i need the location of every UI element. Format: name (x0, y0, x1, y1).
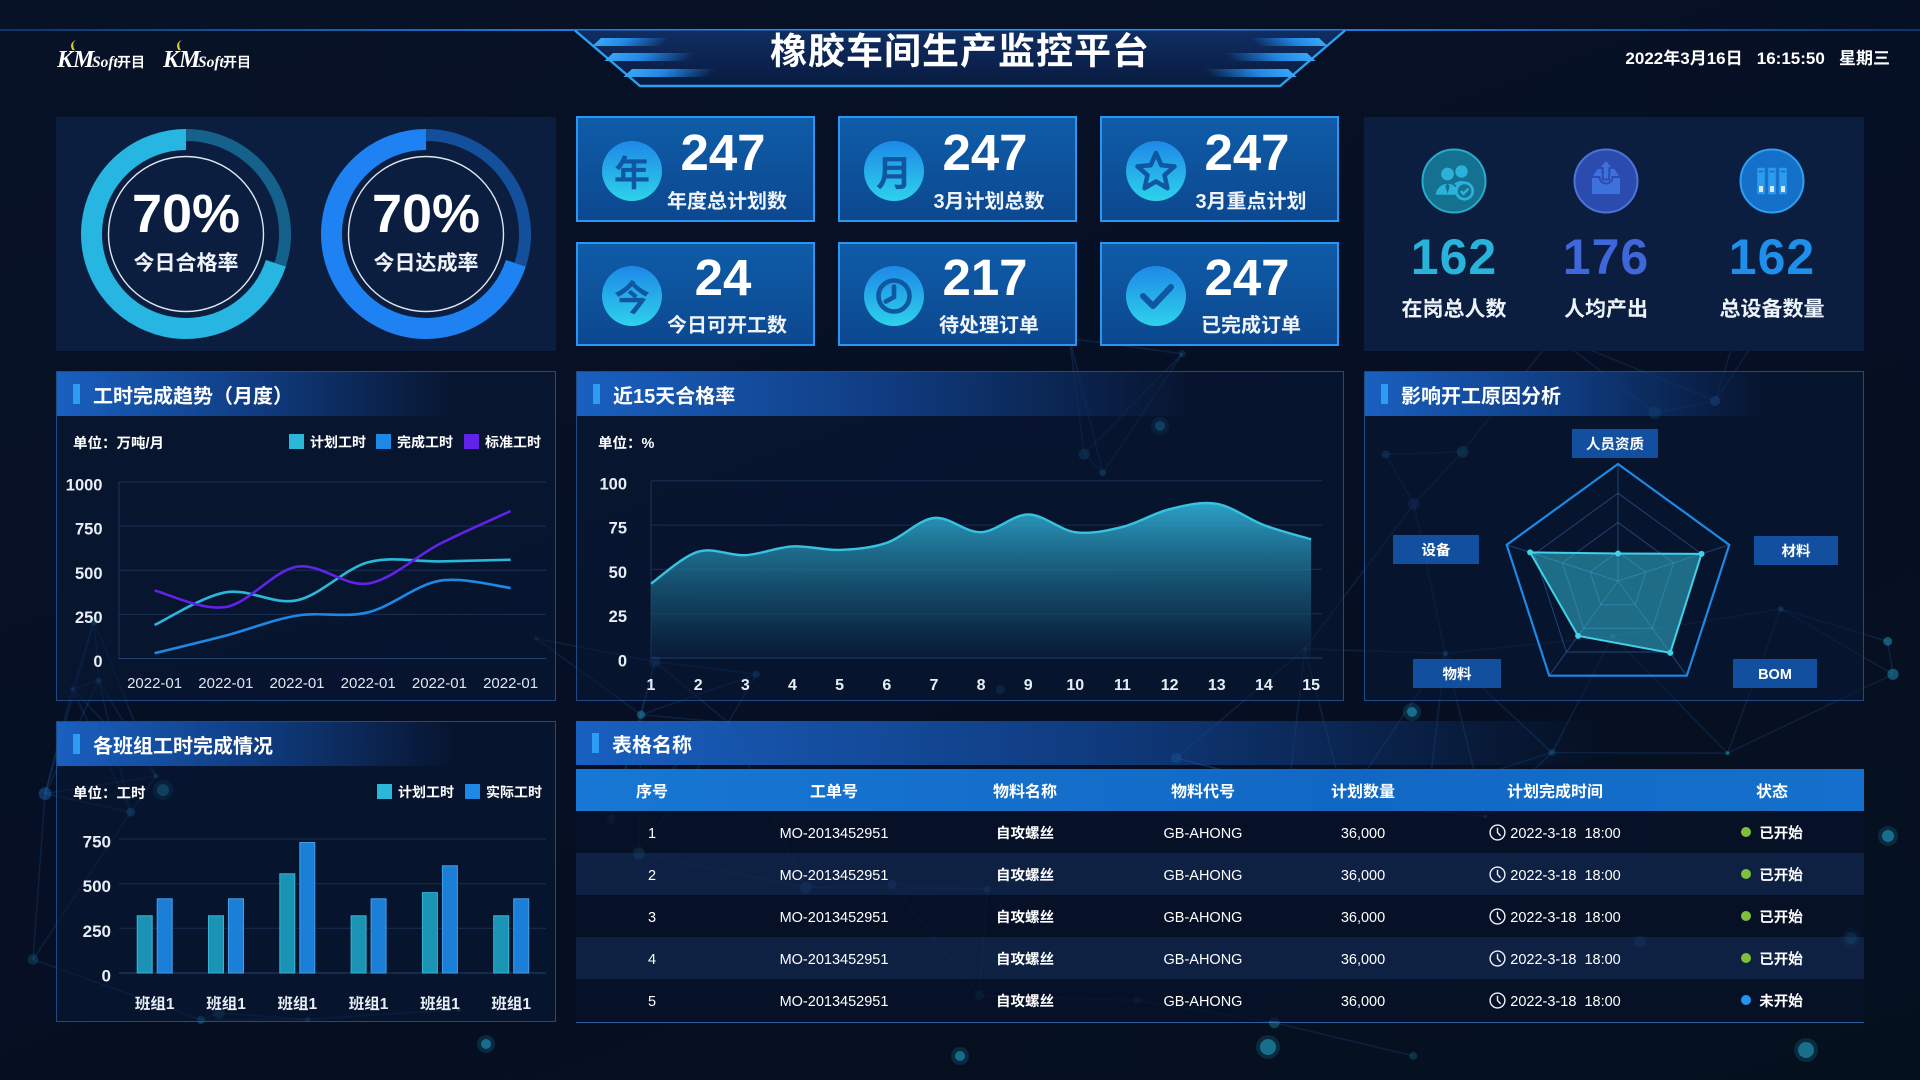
svg-text:今日达成率: 今日达成率 (374, 247, 479, 277)
svg-text:单位：工时: 单位：工时 (73, 782, 146, 803)
svg-text:完成工时: 完成工时 (397, 432, 453, 452)
svg-text:70%: 70% (132, 169, 240, 248)
svg-text:2022-01: 2022-01 (483, 672, 538, 693)
svg-text:1000: 1000 (66, 472, 103, 496)
svg-text:班组1: 班组1 (277, 992, 317, 1014)
svg-text:50: 50 (609, 559, 627, 583)
svg-text:班组1: 班组1 (206, 992, 246, 1014)
svg-text:2022-01: 2022-01 (412, 672, 467, 693)
svg-text:500: 500 (83, 872, 111, 897)
svg-text:250: 250 (75, 604, 103, 628)
svg-text:Soft: Soft (198, 54, 225, 71)
svg-text:100: 100 (599, 470, 627, 494)
svg-text:标准工时: 标准工时 (485, 432, 541, 452)
svg-text:班组1: 班组1 (491, 992, 531, 1014)
svg-text:2022-01: 2022-01 (269, 672, 324, 693)
svg-text:实际工时: 实际工时 (486, 782, 542, 802)
svg-text:2022-01: 2022-01 (127, 672, 182, 693)
svg-text:25: 25 (609, 603, 627, 627)
svg-text:0: 0 (102, 962, 111, 987)
svg-text:75: 75 (609, 515, 627, 539)
svg-text:15: 15 (1302, 671, 1320, 695)
svg-text:750: 750 (75, 516, 103, 540)
svg-text:0: 0 (93, 648, 102, 672)
svg-text:KM: KM (57, 47, 96, 73)
svg-text:开目: 开目 (117, 52, 145, 72)
svg-text:班组1: 班组1 (420, 992, 460, 1014)
svg-text:12: 12 (1161, 671, 1179, 695)
svg-text:7: 7 (929, 671, 938, 695)
svg-text:班组1: 班组1 (349, 992, 389, 1014)
svg-text:班组1: 班组1 (135, 992, 175, 1014)
svg-text:2022-01: 2022-01 (198, 672, 253, 693)
svg-text:开目: 开目 (223, 52, 251, 72)
svg-text:750: 750 (83, 828, 111, 853)
svg-text:0: 0 (618, 648, 627, 672)
svg-text:3: 3 (741, 671, 750, 695)
svg-text:5: 5 (835, 671, 844, 695)
svg-text:单位：万吨/月: 单位：万吨/月 (73, 432, 164, 453)
svg-text:4: 4 (788, 671, 797, 695)
svg-text:70%: 70% (372, 169, 480, 248)
svg-text:13: 13 (1208, 671, 1226, 695)
svg-text:KM: KM (163, 47, 202, 73)
svg-text:11: 11 (1114, 671, 1131, 695)
svg-text:2: 2 (694, 671, 703, 695)
svg-text:6: 6 (882, 671, 891, 695)
svg-text:500: 500 (75, 560, 103, 584)
svg-text:Soft: Soft (92, 54, 119, 71)
svg-text:计划工时: 计划工时 (310, 432, 366, 452)
svg-text:9: 9 (1024, 671, 1033, 695)
svg-text:1: 1 (647, 671, 656, 695)
svg-text:8: 8 (977, 671, 986, 695)
svg-text:单位：%: 单位：% (598, 432, 654, 453)
svg-text:今日合格率: 今日合格率 (134, 247, 239, 277)
svg-text:14: 14 (1255, 671, 1273, 695)
svg-text:250: 250 (83, 917, 111, 942)
svg-text:计划工时: 计划工时 (398, 782, 454, 802)
svg-text:10: 10 (1066, 671, 1084, 695)
svg-text:2022-01: 2022-01 (341, 672, 396, 693)
